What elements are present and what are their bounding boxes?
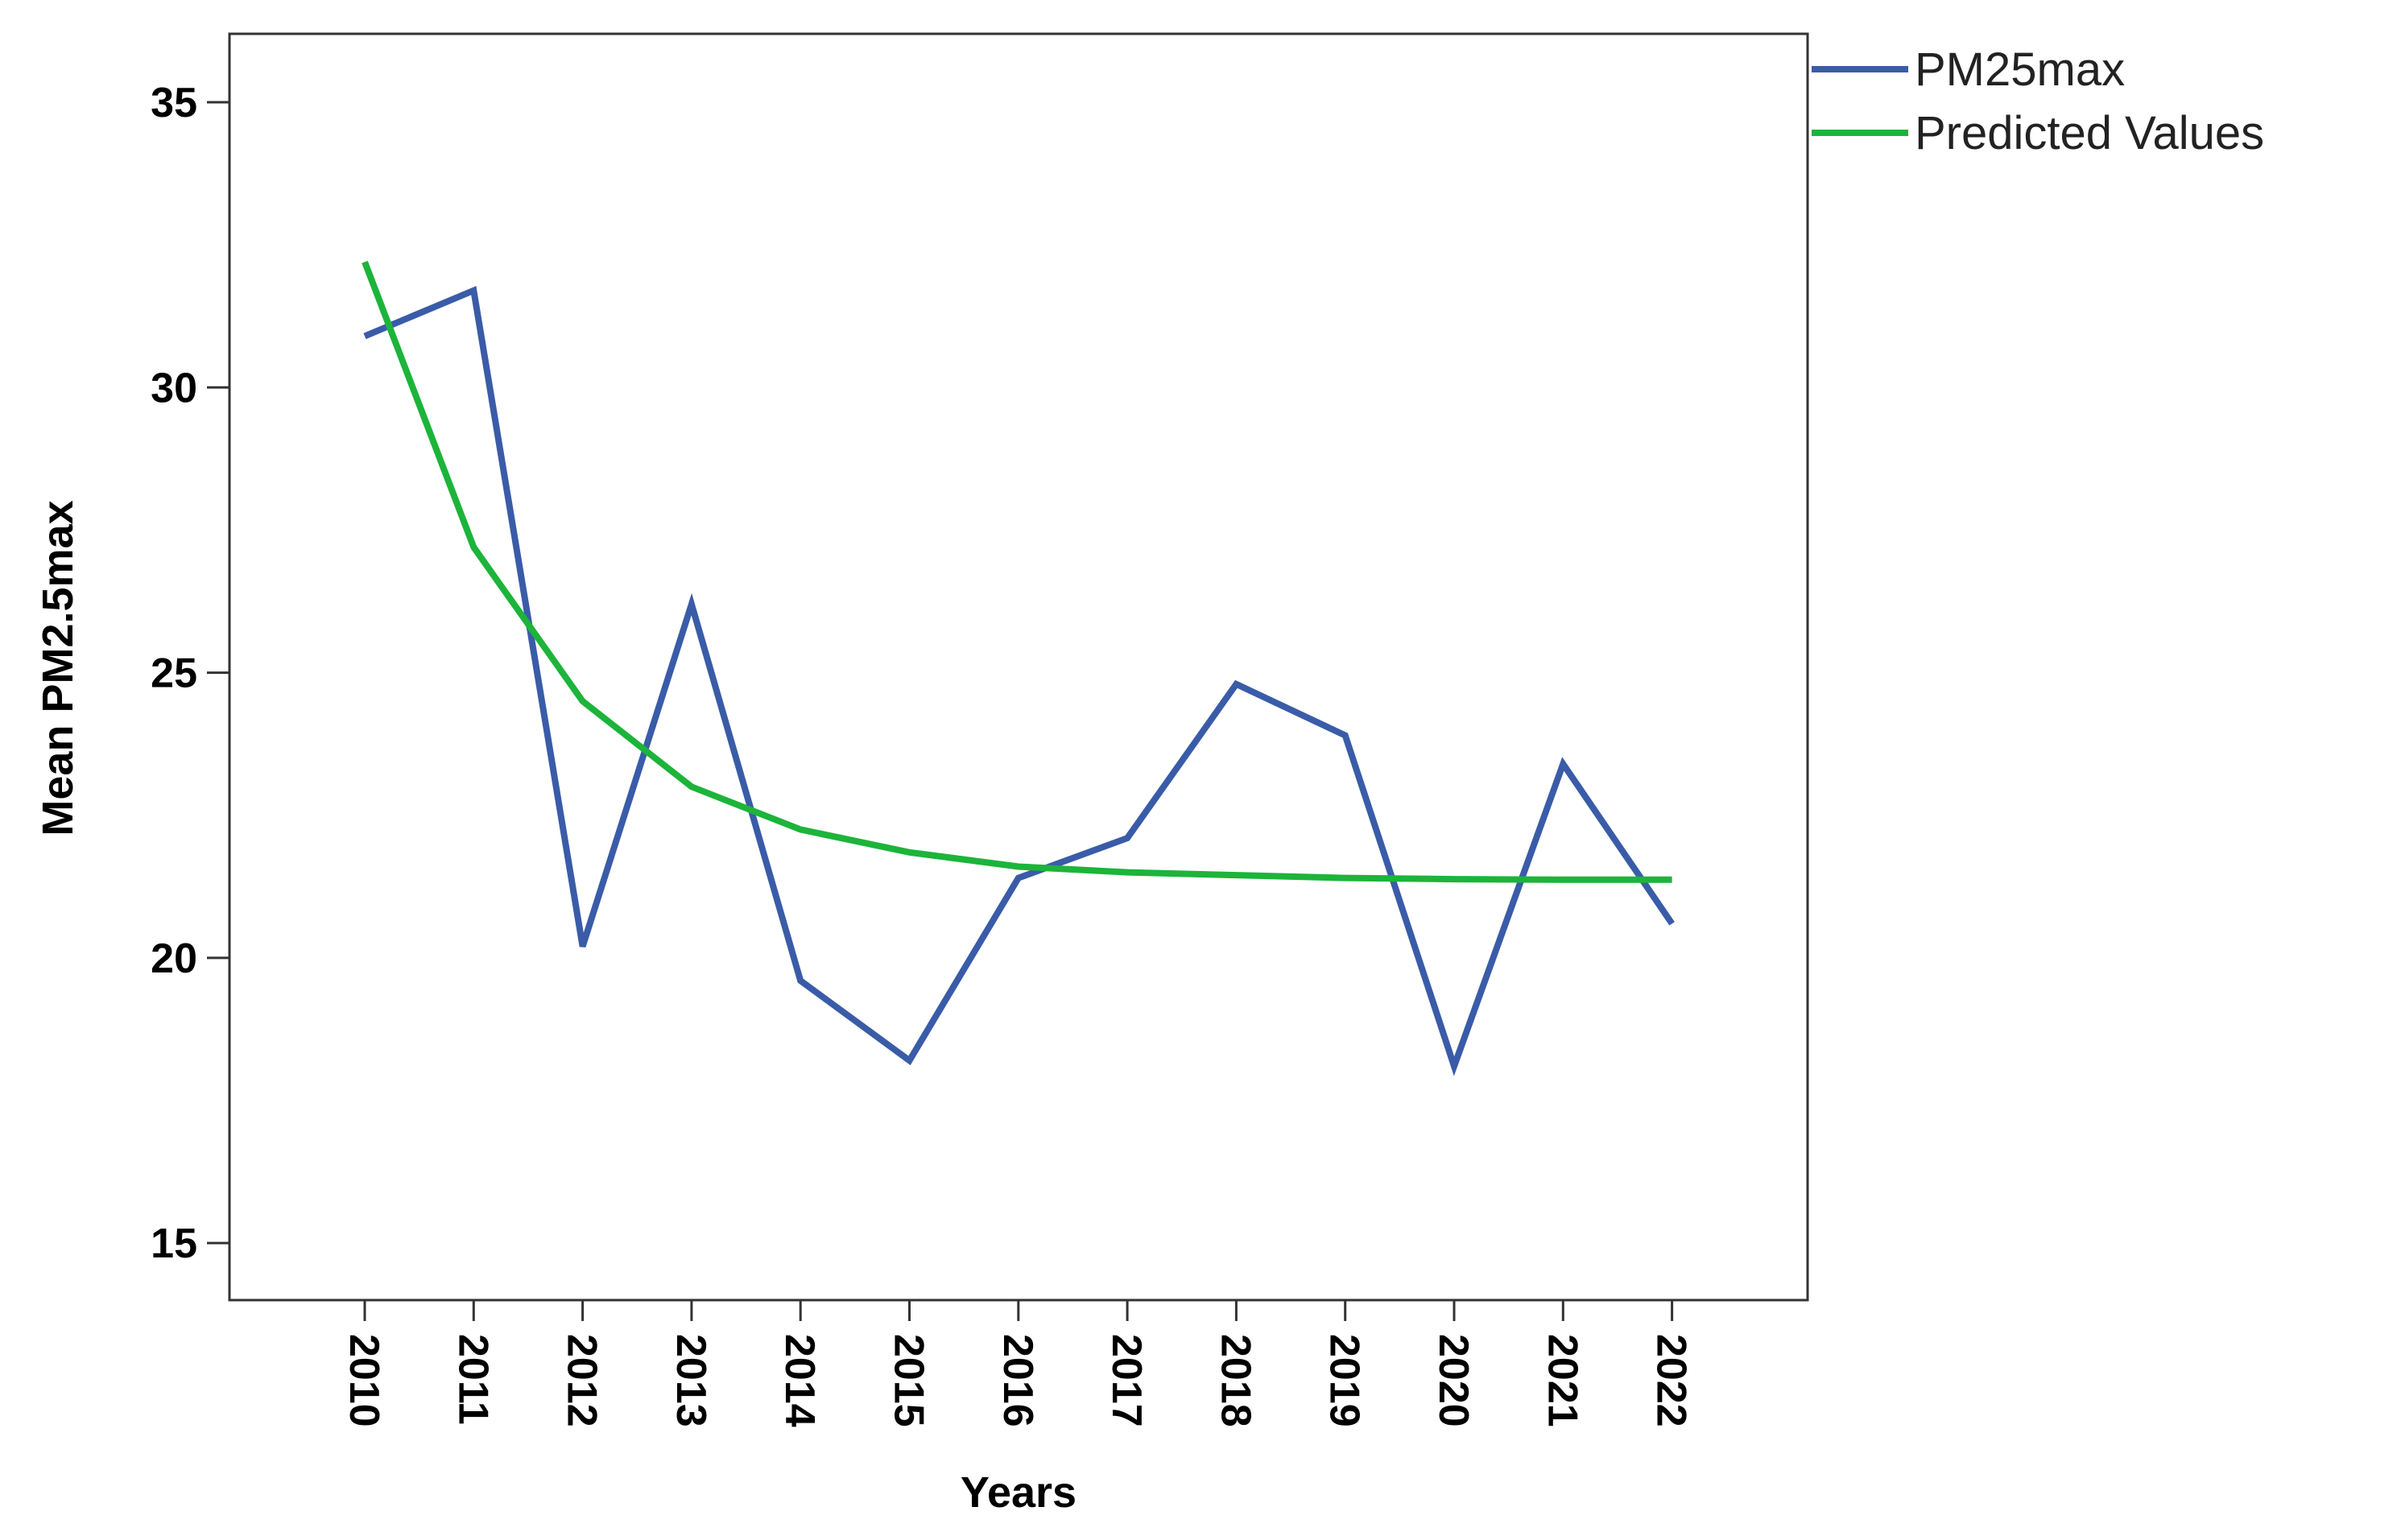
x-tick-label-2013: 2013 xyxy=(667,1334,714,1427)
x-tick-label-2012: 2012 xyxy=(559,1334,605,1427)
x-tick-label-2018: 2018 xyxy=(1212,1334,1258,1427)
x-tick-label-2016: 2016 xyxy=(994,1334,1041,1427)
series-line-pm25max xyxy=(363,286,1675,1076)
x-tick-label-2019: 2019 xyxy=(1321,1334,1368,1427)
legend-label-pm25max: PM25max xyxy=(1915,43,2125,96)
x-tick-label-2017: 2017 xyxy=(1103,1334,1150,1427)
x-tick-label-2014: 2014 xyxy=(776,1334,823,1427)
y-tick-label-35: 35 xyxy=(151,80,197,126)
series-line-predicted-values xyxy=(362,260,1672,883)
plot-frame xyxy=(228,32,1809,1302)
legend: PM25max Predicted Values xyxy=(1812,43,2264,159)
y-tick-label-20: 20 xyxy=(151,935,197,982)
x-axis: 2010 2011 2012 2013 2014 2015 2016 2017 2018 2019… xyxy=(341,1300,1695,1427)
x-tick-label-2011: 2011 xyxy=(449,1334,496,1425)
y-tick-label-15: 15 xyxy=(151,1220,197,1267)
x-tick-label-2021: 2021 xyxy=(1539,1334,1585,1427)
x-tick-label-2010: 2010 xyxy=(341,1334,387,1427)
legend-label-predicted-values: Predicted Values xyxy=(1915,107,2264,159)
x-tick-label-2022: 2022 xyxy=(1648,1334,1695,1427)
y-axis: 15 20 25 30 35 xyxy=(151,80,229,1267)
series-layer xyxy=(362,260,1675,1076)
x-tick-label-2015: 2015 xyxy=(886,1334,932,1427)
y-axis-title: Mean PM2.5max xyxy=(34,500,82,836)
x-tick-label-2020: 2020 xyxy=(1430,1334,1477,1427)
y-tick-label-30: 30 xyxy=(151,365,197,411)
x-axis-title: Years xyxy=(961,1468,1077,1517)
y-tick-label-25: 25 xyxy=(151,650,197,697)
